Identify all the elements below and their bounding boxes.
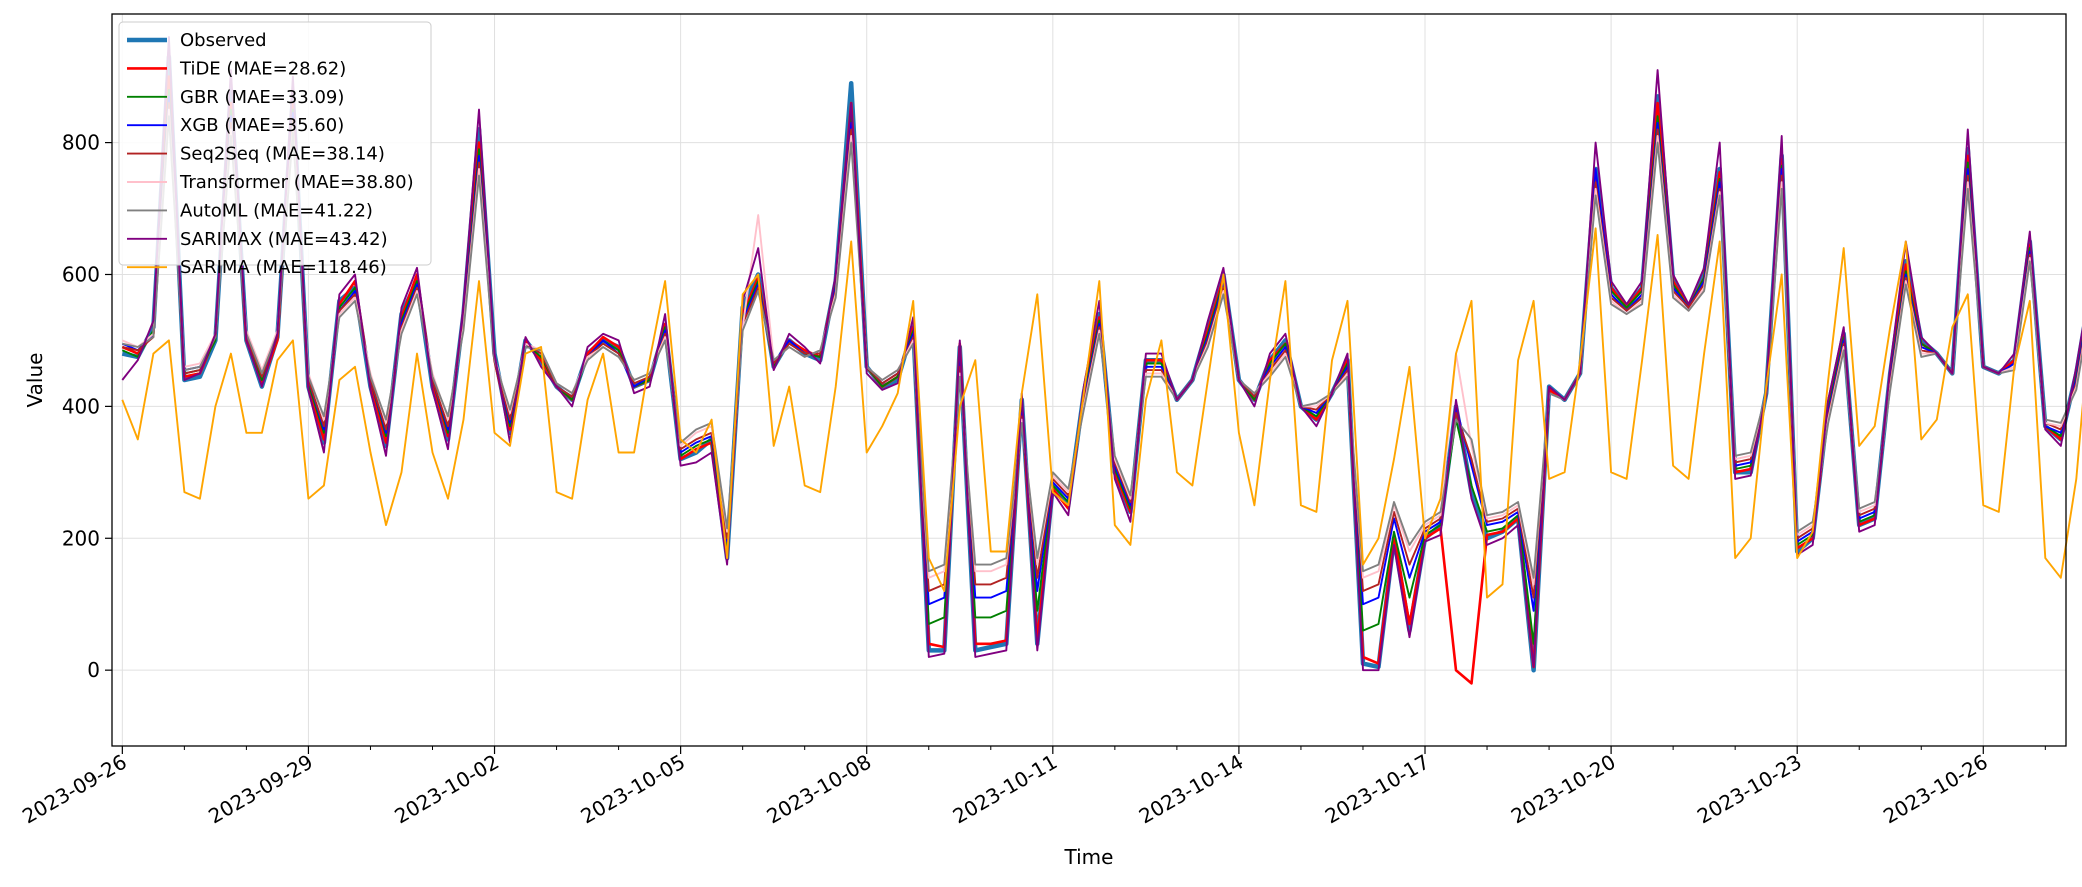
y-axis: 0 200 400 600 800 xyxy=(62,131,112,682)
y-tick-label: 600 xyxy=(62,262,100,286)
x-axis-label: Time xyxy=(1064,845,1114,869)
x-axis: 2023-09-26 2023-09-29 2023-10-02 2023-10-05… xyxy=(18,746,2046,829)
x-tick-label: 2023-09-29 xyxy=(204,750,317,829)
x-tick-label: 2023-10-02 xyxy=(390,750,503,829)
y-tick-label: 400 xyxy=(62,394,100,418)
legend-label: Observed xyxy=(180,30,267,51)
y-axis-label: Value xyxy=(23,353,47,408)
x-tick-label: 2023-10-20 xyxy=(1507,750,1620,829)
legend-label: SARIMAX (MAE=43.42) xyxy=(180,229,388,250)
series-line xyxy=(121,227,2082,599)
x-tick-label: 2023-10-14 xyxy=(1135,750,1248,829)
x-tick-label: 2023-10-11 xyxy=(949,750,1062,829)
legend-label: XGB (MAE=35.60) xyxy=(180,115,344,136)
legend-label: Seq2Seq (MAE=38.14) xyxy=(180,144,385,165)
x-tick-label: 2023-10-05 xyxy=(576,750,689,829)
series-line xyxy=(122,115,2082,579)
x-tick-label: 2023-09-26 xyxy=(18,750,131,829)
legend-label: Transformer (MAE=38.80) xyxy=(179,172,414,193)
legend: Observed TiDE (MAE=28.62) GBR (MAE=33.09) X… xyxy=(118,21,432,278)
x-tick-label: 2023-10-26 xyxy=(1879,750,1992,829)
y-tick-label: 200 xyxy=(62,526,100,550)
legend-box xyxy=(118,21,432,266)
plot-frame xyxy=(111,13,2067,747)
y-tick-label: 0 xyxy=(87,658,100,682)
legend-label: SARIMA (MAE=118.46) xyxy=(180,257,387,278)
y-tick-label: 800 xyxy=(62,131,100,155)
x-tick-label: 2023-10-17 xyxy=(1321,750,1434,829)
legend-label: GBR (MAE=33.09) xyxy=(180,87,344,108)
x-tick-label: 2023-10-08 xyxy=(763,750,876,829)
x-tick-label: 2023-10-23 xyxy=(1693,750,1806,829)
series-lines xyxy=(121,36,2082,685)
legend-label: TiDE (MAE=28.62) xyxy=(179,58,346,79)
series-line xyxy=(122,102,2082,599)
legend-label: AutoML (MAE=41.22) xyxy=(180,200,373,221)
